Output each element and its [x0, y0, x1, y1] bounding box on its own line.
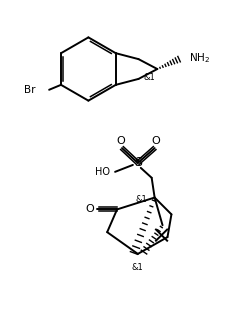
Text: O: O: [117, 136, 125, 146]
Text: O: O: [151, 136, 160, 146]
Text: &1: &1: [132, 263, 144, 272]
Text: &1: &1: [136, 195, 148, 204]
Text: O: O: [85, 204, 94, 215]
Text: Br: Br: [24, 85, 35, 95]
Text: &1: &1: [144, 73, 155, 82]
Text: HO: HO: [95, 167, 110, 177]
Text: NH$_2$: NH$_2$: [189, 51, 210, 65]
Text: S: S: [134, 156, 142, 169]
